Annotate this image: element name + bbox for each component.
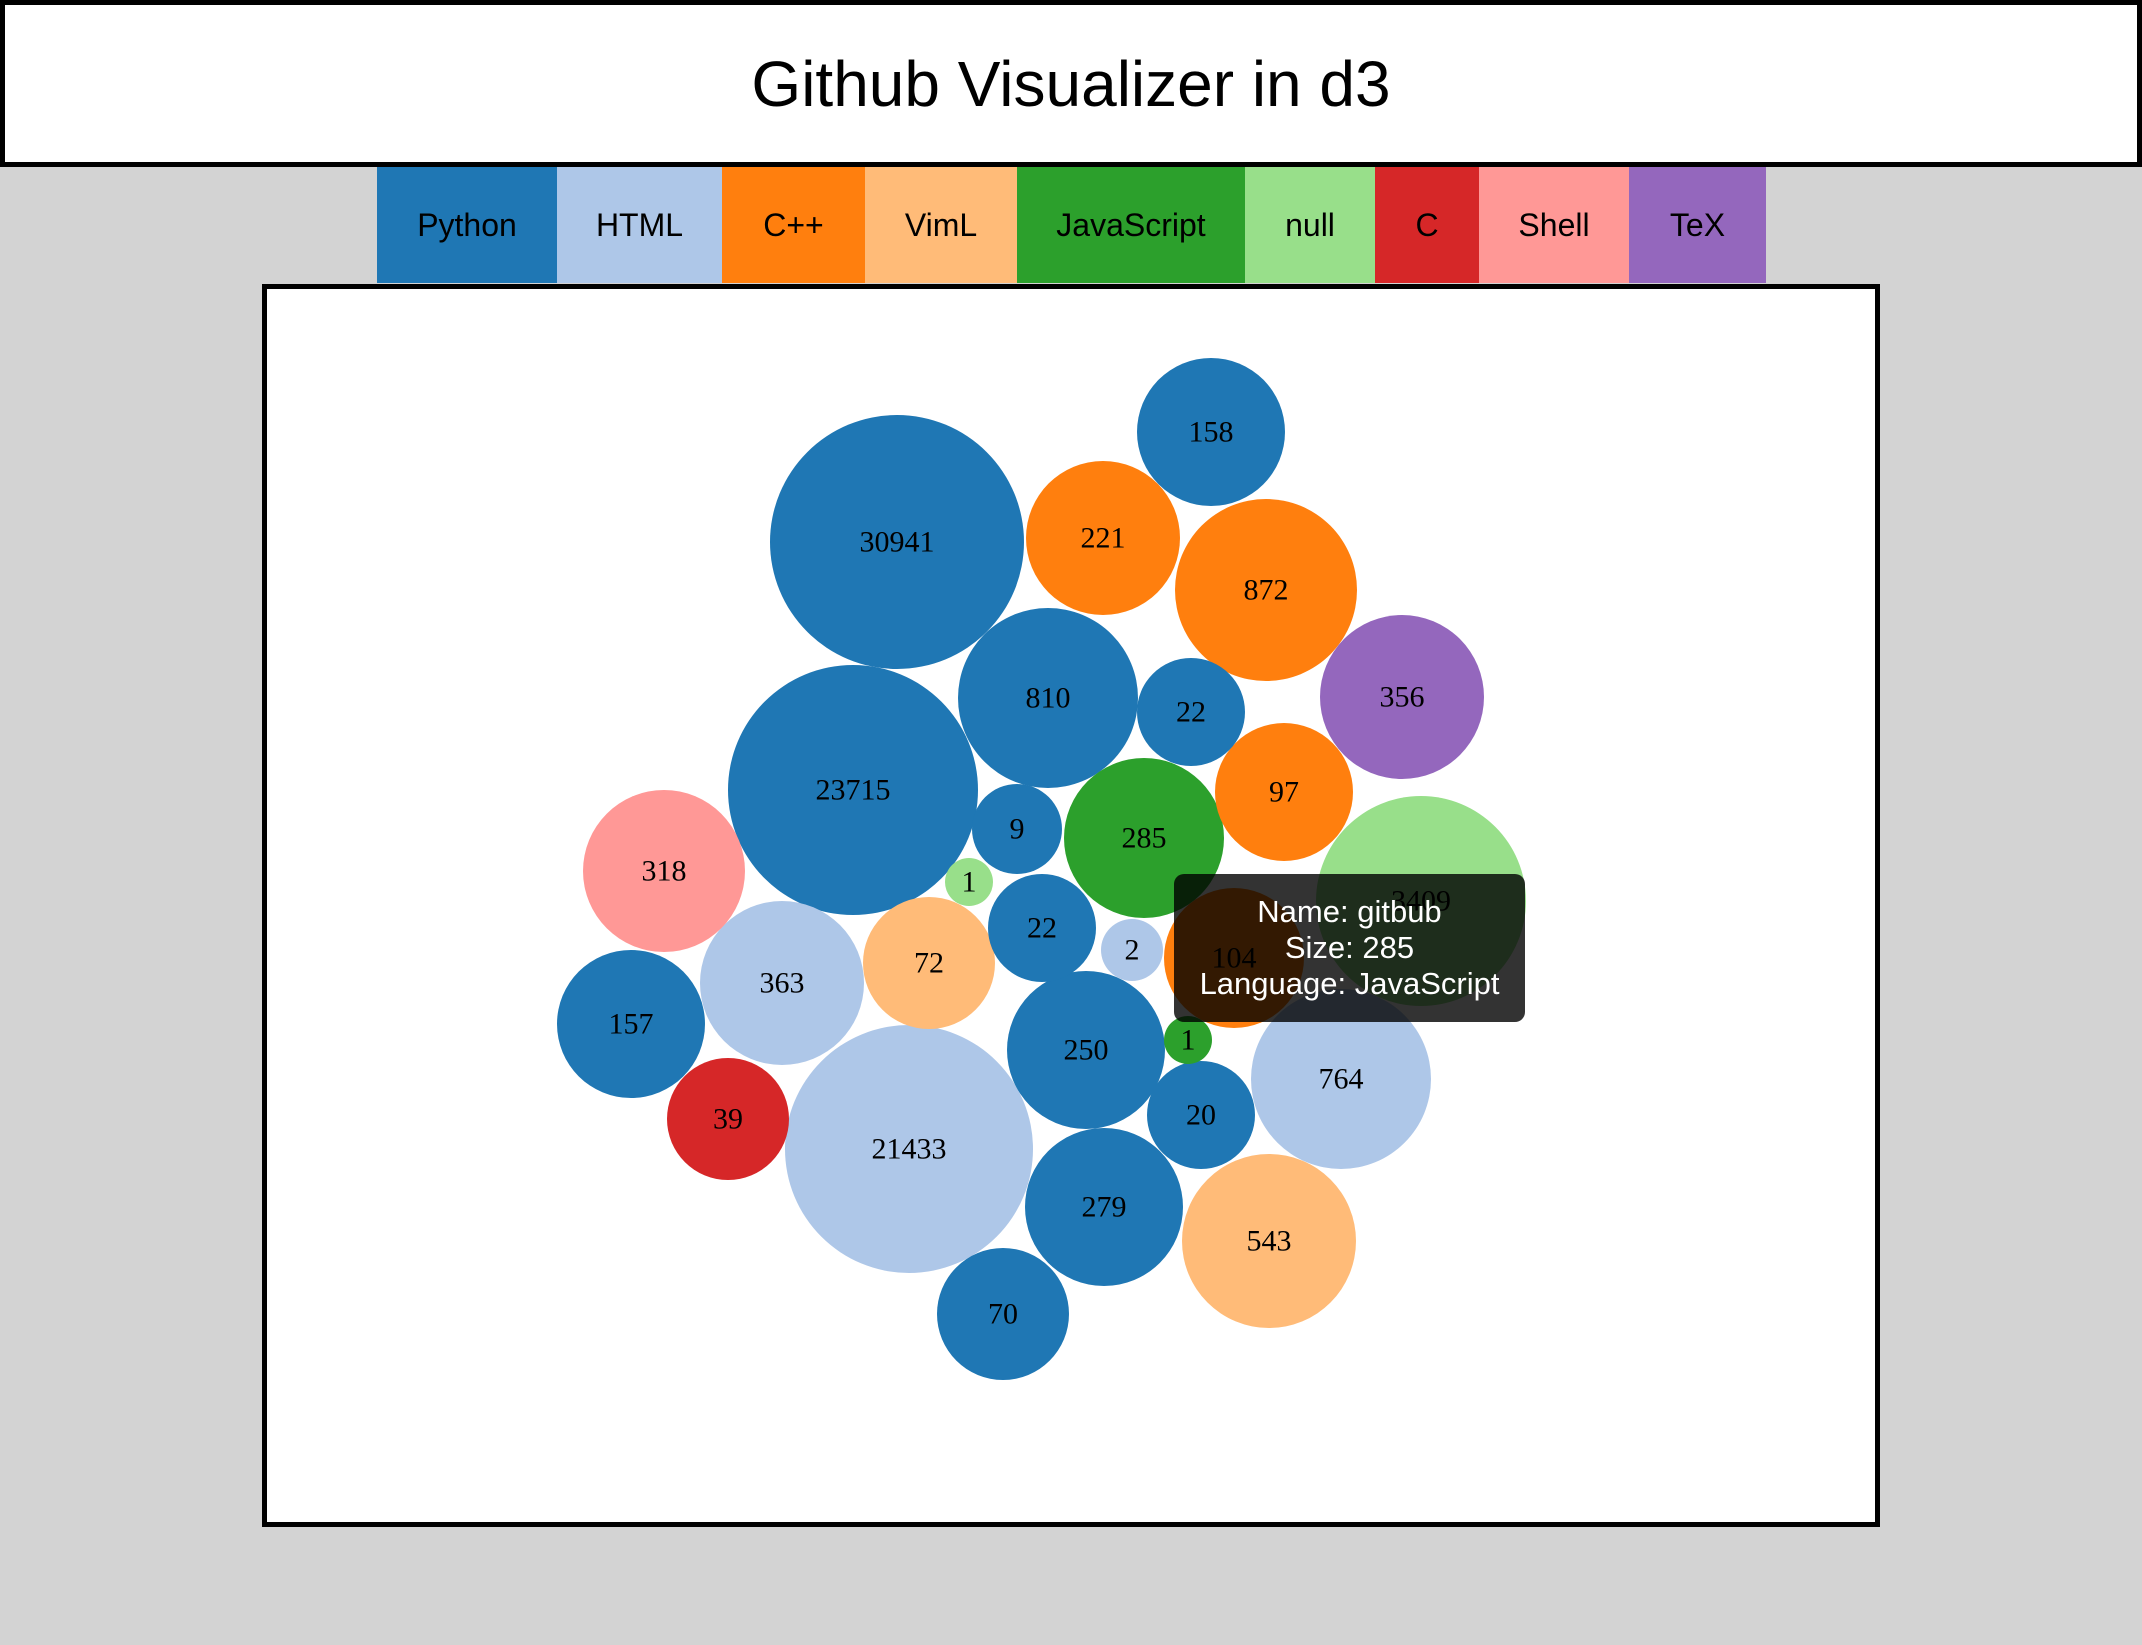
bubble-circle[interactable] xyxy=(583,790,745,952)
bubble-python-279[interactable]: 279 xyxy=(1025,1128,1183,1286)
bubble-circle[interactable] xyxy=(1175,499,1357,681)
bubble-label: 250 xyxy=(1064,1034,1109,1067)
bubble-circle[interactable] xyxy=(1147,1061,1255,1169)
language-legend: Python HTML C++ VimL JavaScript null C Shell TeX xyxy=(0,167,2142,283)
bubble-viml-72[interactable]: 72 xyxy=(863,897,995,1029)
legend-item-cpp[interactable]: C++ xyxy=(722,167,865,283)
bubble-label: 810 xyxy=(1026,682,1071,715)
bubble-circle[interactable] xyxy=(785,1025,1033,1273)
legend-item-shell[interactable]: Shell xyxy=(1479,167,1629,283)
bubble-label: 9 xyxy=(1010,813,1025,846)
bubble-label: 764 xyxy=(1319,1063,1364,1096)
bubble-python-22[interactable]: 22 xyxy=(1137,658,1245,766)
bubble-label: 1 xyxy=(962,866,977,899)
bubble-label: 157 xyxy=(609,1008,654,1041)
bubble-label: 22 xyxy=(1027,912,1057,945)
bubble-circle[interactable] xyxy=(863,897,995,1029)
legend-item-viml[interactable]: VimL xyxy=(865,167,1017,283)
page-title: Github Visualizer in d3 xyxy=(751,47,1391,120)
bubble-label: 23715 xyxy=(816,774,891,807)
bubble-c-39[interactable]: 39 xyxy=(667,1058,789,1180)
legend-item-python[interactable]: Python xyxy=(377,167,557,283)
bubble-label: 1 xyxy=(1181,1024,1196,1057)
bubble-html-21433[interactable]: 21433 xyxy=(785,1025,1033,1273)
bubble-c--97[interactable]: 97 xyxy=(1215,723,1353,861)
bubble-circle[interactable] xyxy=(1320,615,1484,779)
bubble-label: 872 xyxy=(1244,574,1289,607)
bubble-circle[interactable] xyxy=(988,874,1096,982)
bubble-tooltip: Name: gitbub Size: 285 Language: JavaScr… xyxy=(1174,874,1525,1022)
bubble-label: 70 xyxy=(988,1298,1018,1331)
bubble-python-22[interactable]: 22 xyxy=(988,874,1096,982)
bubble-label: 30941 xyxy=(860,526,935,559)
tooltip-name: Name: gitbub xyxy=(1257,894,1442,929)
bubble-label: 39 xyxy=(713,1103,743,1136)
bubble-circle[interactable] xyxy=(770,415,1024,669)
bubble-html-2[interactable]: 2 xyxy=(1101,919,1163,981)
bubble-label: 158 xyxy=(1189,416,1234,449)
bubble-circle[interactable] xyxy=(1025,1128,1183,1286)
bubble-c--221[interactable]: 221 xyxy=(1026,461,1180,615)
legend-item-html[interactable]: HTML xyxy=(557,167,722,283)
bubble-circle[interactable] xyxy=(972,784,1062,874)
legend-item-c[interactable]: C xyxy=(1375,167,1479,283)
bubble-label: 543 xyxy=(1247,1225,1292,1258)
bubble-shell-318[interactable]: 318 xyxy=(583,790,745,952)
bubble-python-70[interactable]: 70 xyxy=(937,1248,1069,1380)
bubble-circle[interactable] xyxy=(1137,658,1245,766)
bubble-null-1[interactable]: 1 xyxy=(945,858,993,906)
bubble-label: 356 xyxy=(1380,681,1425,714)
bubble-python-810[interactable]: 810 xyxy=(958,608,1138,788)
bubble-viml-543[interactable]: 543 xyxy=(1182,1154,1356,1328)
bubble-python-158[interactable]: 158 xyxy=(1137,358,1285,506)
bubble-python-250[interactable]: 250 xyxy=(1007,971,1165,1129)
bubble-c--872[interactable]: 872 xyxy=(1175,499,1357,681)
page-header: Github Visualizer in d3 xyxy=(0,0,2142,167)
bubble-label: 72 xyxy=(914,947,944,980)
bubble-python-30941[interactable]: 30941 xyxy=(770,415,1024,669)
bubble-circle[interactable] xyxy=(1182,1154,1356,1328)
bubble-label: 21433 xyxy=(872,1133,947,1166)
bubble-circle[interactable] xyxy=(1215,723,1353,861)
bubble-label: 285 xyxy=(1122,822,1167,855)
bubble-python-9[interactable]: 9 xyxy=(972,784,1062,874)
bubble-circle[interactable] xyxy=(1137,358,1285,506)
bubble-javascript-1[interactable]: 1 xyxy=(1164,1016,1212,1064)
bubble-html-764[interactable]: 764 xyxy=(1251,989,1431,1169)
bubble-circle[interactable] xyxy=(937,1248,1069,1380)
bubble-circle[interactable] xyxy=(667,1058,789,1180)
bubble-circle[interactable] xyxy=(700,901,864,1065)
bubble-label: 2 xyxy=(1125,934,1140,967)
tooltip-language: Language: JavaScript xyxy=(1199,966,1500,1001)
bubble-circle[interactable] xyxy=(1007,971,1165,1129)
bubble-label: 22 xyxy=(1176,696,1206,729)
bubble-circle[interactable] xyxy=(1026,461,1180,615)
bubble-python-23715[interactable]: 23715 xyxy=(728,665,978,915)
bubble-circle[interactable] xyxy=(958,608,1138,788)
bubble-label: 363 xyxy=(760,967,805,1000)
bubble-circle[interactable] xyxy=(728,665,978,915)
tooltip-size: Size: 285 xyxy=(1284,930,1415,965)
bubble-label: 20 xyxy=(1186,1099,1216,1132)
bubble-label: 221 xyxy=(1081,522,1126,555)
bubble-circle[interactable] xyxy=(1251,989,1431,1169)
legend-item-tex[interactable]: TeX xyxy=(1629,167,1766,283)
bubble-label: 97 xyxy=(1269,776,1299,809)
bubble-label: 279 xyxy=(1082,1191,1127,1224)
bubble-label: 318 xyxy=(642,855,687,888)
legend-item-javascript[interactable]: JavaScript xyxy=(1017,167,1245,283)
bubble-circle[interactable] xyxy=(557,950,705,1098)
bubble-circle[interactable] xyxy=(1164,1016,1212,1064)
bubble-circle[interactable] xyxy=(945,858,993,906)
bubble-python-20[interactable]: 20 xyxy=(1147,1061,1255,1169)
bubble-circle[interactable] xyxy=(1101,919,1163,981)
bubble-python-157[interactable]: 157 xyxy=(557,950,705,1098)
bubble-html-363[interactable]: 363 xyxy=(700,901,864,1065)
legend-item-null[interactable]: null xyxy=(1245,167,1375,283)
bubble-tex-356[interactable]: 356 xyxy=(1320,615,1484,779)
